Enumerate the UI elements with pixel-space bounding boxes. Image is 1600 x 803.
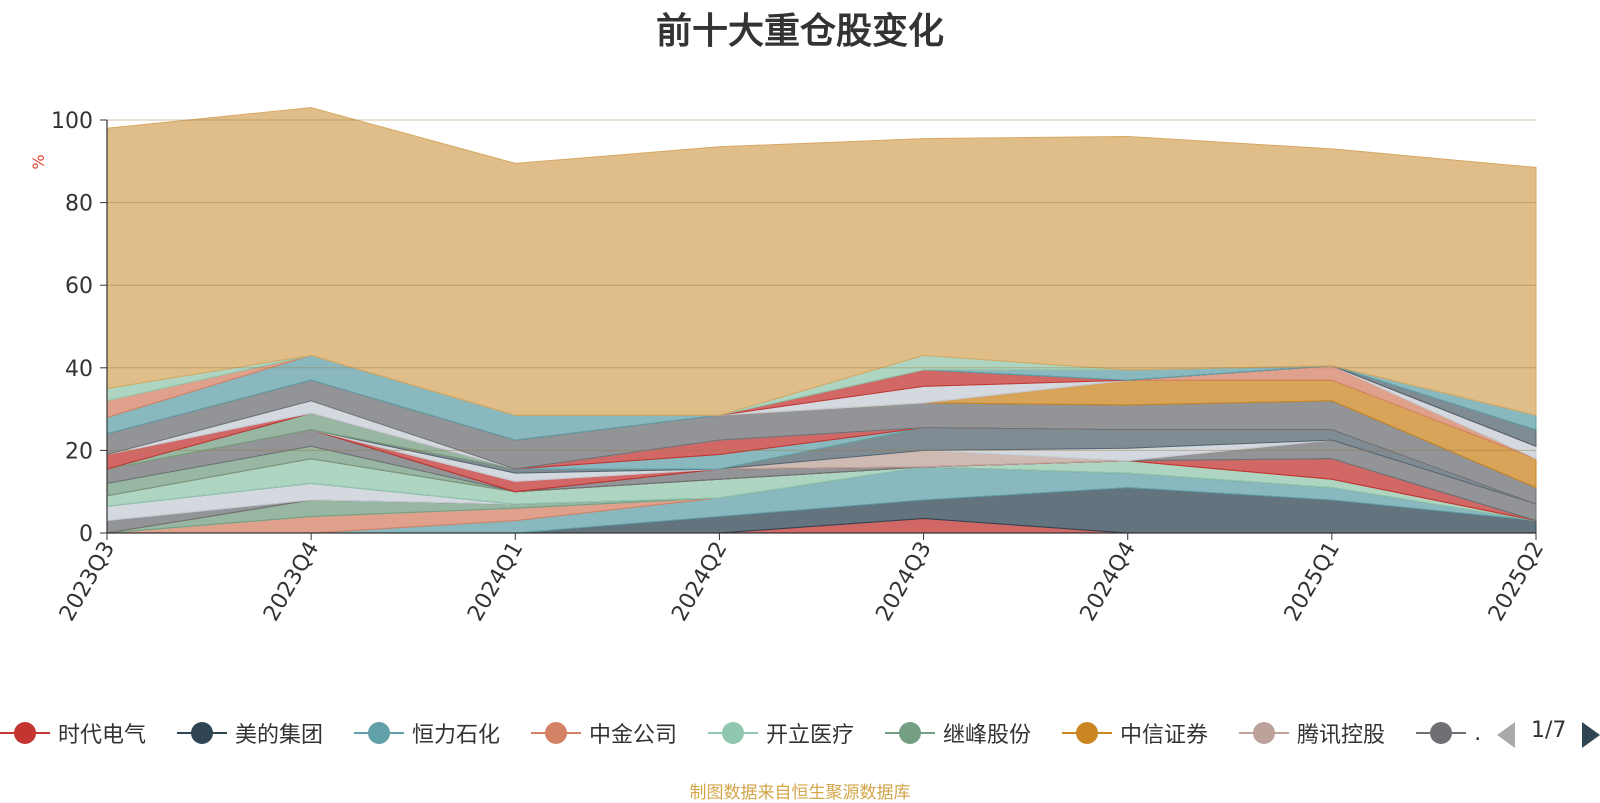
axes <box>106 120 1536 534</box>
legend: 时代电气 美的集团 恒力石化 中金公司 开立医疗 继峰股份 中信证券 腾讯控股 … <box>0 711 1480 755</box>
legend-label: 恒力石化 <box>412 723 501 748</box>
legend-label: 中信证券 <box>1120 723 1209 748</box>
y-tick-label: 0 <box>79 522 93 547</box>
y-axis-label: % <box>29 154 48 169</box>
x-tick-label: 2024Q2 <box>667 538 732 626</box>
y-tick-label: 100 <box>51 109 93 134</box>
legend-item[interactable]: 时代电气 <box>0 711 146 755</box>
legend-marker-icon <box>1239 722 1289 744</box>
legend-marker-icon <box>0 722 50 744</box>
x-tick-label: 2023Q4 <box>259 538 324 626</box>
legend-label: 开立医疗 <box>766 723 855 748</box>
x-tick-label: 2025Q1 <box>1280 538 1345 626</box>
grid-lines <box>107 119 1536 451</box>
legend-marker-icon <box>1416 722 1466 744</box>
legend-label: 腾讯控股 <box>1297 723 1386 748</box>
x-tick-label: 2023Q3 <box>55 538 120 626</box>
legend-item[interactable]: 恒力石化 <box>354 711 500 755</box>
x-tick-label: 2024Q4 <box>1076 538 1141 626</box>
x-tick-label: 2024Q3 <box>871 538 936 626</box>
legend-marker-icon <box>177 722 227 744</box>
legend-item[interactable]: 腾讯控股 <box>1239 711 1385 755</box>
y-tick-label: 20 <box>65 439 93 464</box>
legend-item[interactable]: 开立医疗 <box>708 711 854 755</box>
x-tick-label: 2024Q1 <box>463 538 528 626</box>
legend-marker-icon <box>354 722 404 744</box>
legend-item[interactable]: 中金公司 <box>531 711 677 755</box>
legend-item[interactable]: 中信证券 <box>1062 711 1208 755</box>
y-tick-label: 40 <box>65 357 93 382</box>
y-tick-label: 60 <box>65 274 93 299</box>
area-series-38 <box>106 107 1537 416</box>
pager-text: 1/7 <box>1531 718 1567 743</box>
prev-page-arrow-icon[interactable] <box>1495 720 1517 750</box>
legend-label: 时代电气 <box>58 723 147 748</box>
legend-label: 继峰股份 <box>943 723 1032 748</box>
legend-marker-icon <box>885 722 935 744</box>
y-tick-label: 80 <box>65 192 93 217</box>
legend-marker-icon <box>1062 722 1112 744</box>
legend-pager: 1/7 <box>1495 718 1600 752</box>
y-tick-labels: 0 20 40 60 80 100 <box>51 109 107 547</box>
legend-label: 美的集团 <box>235 723 324 748</box>
next-page-arrow-icon[interactable] <box>1580 720 1600 750</box>
legend-marker-icon <box>708 722 758 744</box>
legend-label: 中金公司 <box>589 723 678 748</box>
legend-item[interactable]: 继峰股份 <box>885 711 1031 755</box>
x-tick-label: 2025Q2 <box>1484 538 1549 626</box>
area-series-layer <box>106 107 1537 534</box>
legend-item[interactable]: … <box>1416 711 1480 755</box>
legend-item[interactable]: 美的集团 <box>177 711 323 755</box>
legend-label: … <box>1474 721 1480 746</box>
x-tick-labels: 2023Q3 2023Q4 2024Q1 2024Q2 2024Q3 2024Q4 2025… <box>55 533 1549 626</box>
chart-title: 前十大重仓股变化 <box>655 11 944 52</box>
data-source-note: 制图数据来自恒生聚源数据库 <box>689 783 911 803</box>
legend-marker-icon <box>531 722 581 744</box>
